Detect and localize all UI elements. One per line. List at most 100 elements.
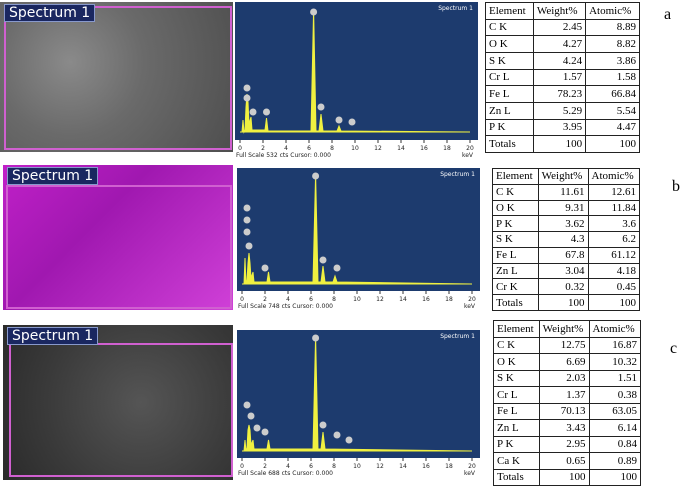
x-tick-label: 2 <box>263 463 267 470</box>
table-cell: S K <box>485 51 534 70</box>
table-row: Cr K 0.32 0.45 <box>492 278 641 296</box>
table-header-cell: Atomic% <box>585 2 640 20</box>
table-header-cell: Element <box>492 168 539 185</box>
image-label: Spectrum 1 <box>4 4 96 22</box>
table-row: O K 6.69 10.32 <box>493 353 642 371</box>
table-header-row: Element Weight% Atomic% <box>485 2 640 20</box>
table-row: C K 12.75 16.87 <box>493 336 642 354</box>
table-cell: 2.03 <box>538 369 590 387</box>
spectrum-footer: Full Scale 532 cts Cursor: 0.000 <box>236 152 331 159</box>
x-tick-label: 8 <box>332 296 336 303</box>
table-cell: P K <box>485 118 534 137</box>
x-tick-label: 14 <box>399 296 407 303</box>
table-row: P K 2.95 0.84 <box>493 435 642 453</box>
x-tick-label: 10 <box>351 145 359 152</box>
table-row: Cr L 1.57 1.58 <box>485 68 640 87</box>
x-tick-label: 4 <box>284 145 288 152</box>
table-cell: Fe L <box>485 85 534 103</box>
table-cell: 100 <box>587 294 641 311</box>
table-cell: S K <box>493 369 540 387</box>
table-cell: 12.61 <box>587 183 641 201</box>
image-label: Spectrum 1 <box>7 327 99 345</box>
table-cell: Totals <box>485 135 534 153</box>
table-cell: 2.45 <box>532 18 587 37</box>
spectrum-unit: keV <box>462 152 474 159</box>
table-row: Fe L 67.8 61.12 <box>492 246 641 264</box>
table-cell: 8.82 <box>585 35 640 53</box>
table-row: S K 2.03 1.51 <box>493 369 642 387</box>
table-cell: 2.95 <box>538 435 590 453</box>
x-tick-label: 14 <box>399 463 407 470</box>
peak-markers <box>243 334 353 444</box>
image-frame <box>9 343 233 477</box>
table-row: P K 3.62 3.6 <box>492 215 641 233</box>
spectrum-footer: Full Scale 748 cts Cursor: 0.000 <box>238 303 333 310</box>
table-header-cell: Weight% <box>537 168 589 185</box>
table-row: Fe L 78.23 66.84 <box>485 85 640 103</box>
table-header-cell: Element <box>493 320 540 338</box>
table-cell: 3.95 <box>532 118 587 137</box>
table-cell: C K <box>493 336 540 354</box>
table-row: O K 9.31 11.84 <box>492 199 641 217</box>
table-row: S K 4.3 6.2 <box>492 231 641 248</box>
x-tick-label: 10 <box>353 463 361 470</box>
table-cell: C K <box>485 18 534 37</box>
table-cell: O K <box>485 35 534 53</box>
table-cell: 67.8 <box>537 246 589 264</box>
peak-markers <box>243 172 341 272</box>
x-tick-label: 12 <box>374 145 382 152</box>
table-row: Ca K 0.65 0.89 <box>493 452 642 470</box>
table-cell: Zn L <box>485 101 534 120</box>
x-tick-label: 6 <box>309 296 313 303</box>
table-cell: 3.6 <box>587 215 641 233</box>
peak-markers <box>243 8 356 126</box>
table-row: Cr L 1.37 0.38 <box>493 386 642 404</box>
table-cell: 70.13 <box>538 402 590 420</box>
table-cell: 4.18 <box>587 262 641 280</box>
spectrum-peaks <box>240 9 471 134</box>
x-tick-label: 20 <box>468 463 476 470</box>
spectrum-peaks <box>242 173 473 285</box>
composition-table: Element Weight% Atomic% C K 11.61 12.61 O K 9.3… <box>492 168 641 311</box>
table-row: Totals 100 100 <box>485 135 640 153</box>
table-cell: 6.69 <box>538 353 590 371</box>
table-cell: P K <box>492 215 539 233</box>
x-tick-label: 20 <box>466 145 474 152</box>
sem-image: Spectrum 1 <box>3 325 233 480</box>
panel-label: c <box>670 340 678 357</box>
table-row: Zn L 3.43 6.14 <box>493 419 642 437</box>
table-row: S K 4.24 3.86 <box>485 51 640 70</box>
table-cell: Cr K <box>492 278 539 296</box>
composition-table: Element Weight% Atomic% C K 12.75 16.87 O K 6.6… <box>493 320 642 486</box>
x-tick-label: 12 <box>376 296 384 303</box>
table-cell: 9.31 <box>537 199 589 217</box>
x-tick-label: 16 <box>420 145 428 152</box>
table-cell: 0.89 <box>588 452 642 470</box>
x-tick-label: 20 <box>468 296 476 303</box>
table-cell: 4.3 <box>537 231 589 248</box>
image-frame <box>6 185 232 309</box>
table-cell: 100 <box>537 294 589 311</box>
composition-table: Element Weight% Atomic% C K 2.45 8.89 O K 4.27 8… <box>485 2 640 153</box>
x-tick-label: 18 <box>443 145 451 152</box>
table-row: Totals 100 100 <box>493 468 642 486</box>
table-cell: 78.23 <box>532 85 587 103</box>
table-cell: 66.84 <box>585 85 640 103</box>
x-tick-label: 8 <box>332 463 336 470</box>
table-cell: 100 <box>585 135 640 153</box>
table-cell: Fe L <box>493 402 540 420</box>
panel-label: b <box>672 178 680 195</box>
x-tick-label: 10 <box>353 296 361 303</box>
table-cell: Cr L <box>493 386 540 404</box>
table-header-cell: Atomic% <box>587 168 641 185</box>
table-cell: Zn L <box>493 419 540 437</box>
table-cell: 1.57 <box>532 68 587 87</box>
x-tick-label: 18 <box>445 296 453 303</box>
table-cell: 61.12 <box>587 246 641 264</box>
table-header-cell: Weight% <box>538 320 590 338</box>
image-label: Spectrum 1 <box>7 167 99 185</box>
table-row: Zn L 5.29 5.54 <box>485 101 640 120</box>
table-row: Zn L 3.04 4.18 <box>492 262 641 280</box>
